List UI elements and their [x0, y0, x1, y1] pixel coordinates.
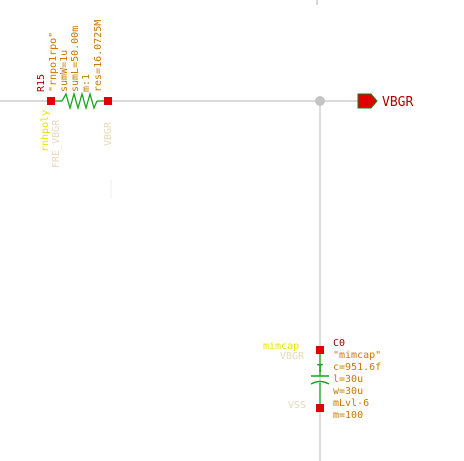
resistor-right-net-label: VBGR [103, 121, 114, 146]
resistor-zigzag-icon [61, 91, 98, 111]
resistor-param-suml: sumL=50.00m [70, 26, 81, 92]
output-pin-label: VBGR [382, 95, 413, 110]
resistor-model: "rnpo1rpo" [48, 32, 59, 92]
capacitor-bottom-net-label: VSS [288, 400, 306, 411]
capacitor-param-l: l=30u [333, 374, 363, 385]
resistor-param-res: res=16.0725M [93, 20, 104, 92]
resistor-left-net-label: FRE_VBGR [51, 119, 62, 168]
capacitor-c0[interactable]: T mimcap VBGR VSS C0 "mimcap" c=951.6f l… [263, 338, 381, 421]
resistor-pin-right[interactable] [104, 97, 112, 105]
resistor-r15[interactable]: R15 "rnpo1rpo" sumW=1u sumL=50.00m m:1 r… [36, 20, 114, 198]
capacitor-cell-label: mimcap [263, 341, 299, 352]
resistor-param-sumw: sumW=1u [59, 50, 70, 92]
capacitor-pin-top[interactable] [316, 346, 324, 354]
resistor-pin-left[interactable] [47, 97, 55, 105]
capacitor-param-mlvl: mLvl-6 [333, 398, 369, 409]
capacitor-param-w: w=30u [333, 386, 363, 397]
capacitor-top-net-label: VBGR [280, 351, 305, 362]
capacitor-param-m: m=100 [333, 410, 363, 421]
capacitor-model: "mimcap" [333, 350, 381, 361]
resistor-param-m: m:1 [81, 74, 92, 92]
junction-dot [315, 96, 325, 106]
capacitor-plate-bottom-icon [310, 380, 330, 385]
output-pin-icon[interactable] [357, 93, 378, 109]
capacitor-pin-bottom[interactable] [316, 404, 324, 412]
output-pin-vbgr[interactable]: VBGR [357, 93, 413, 110]
resistor-cell-label: rnhpoly [40, 110, 51, 152]
capacitor-param-c: c=951.6f [333, 362, 381, 373]
capacitor-instance-name: C0 [333, 338, 345, 349]
capacitor-symbol-letter: T [317, 362, 324, 375]
resistor-instance-name: R15 [36, 74, 47, 92]
